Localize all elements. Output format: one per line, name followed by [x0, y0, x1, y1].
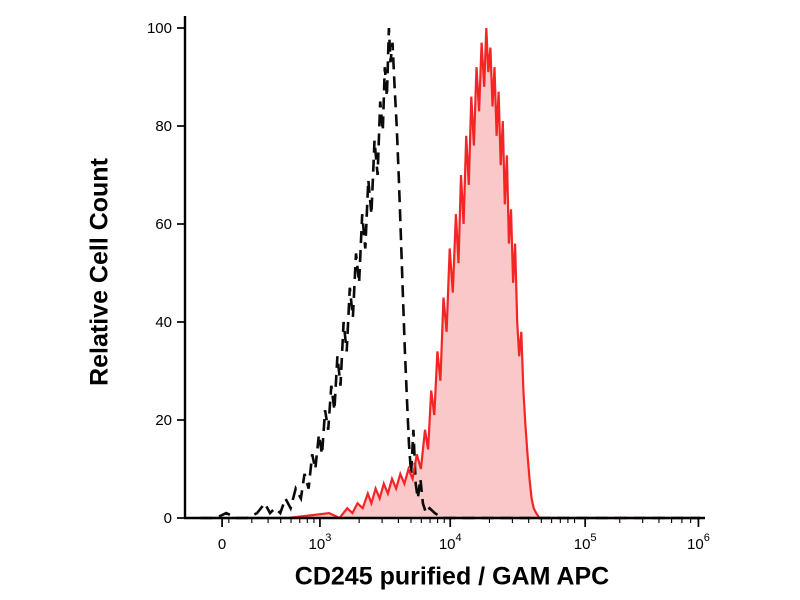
y-axis-label: Relative Cell Count — [85, 158, 114, 386]
x-tick-label: 105 — [574, 532, 597, 553]
y-tick-label: 60 — [155, 216, 172, 233]
y-tick-label: 80 — [155, 118, 172, 135]
x-tick-label: 104 — [439, 532, 462, 553]
x-axis-label: CD245 purified / GAM APC — [294, 562, 610, 591]
x-tick-label: 0 — [218, 536, 226, 553]
y-tick-label: 40 — [155, 314, 172, 331]
series-fill-red-filled-stained-sample — [200, 28, 700, 518]
y-tick-label: 20 — [155, 412, 172, 429]
series-line-red-filled-stained-sample — [200, 27, 700, 520]
x-tick-label: 103 — [309, 532, 332, 553]
y-tick-label: 100 — [147, 20, 172, 37]
y-tick-label: 0 — [164, 510, 172, 527]
series-line-dashed-black-negative-control — [200, 27, 700, 520]
x-tick-label: 106 — [687, 532, 710, 553]
